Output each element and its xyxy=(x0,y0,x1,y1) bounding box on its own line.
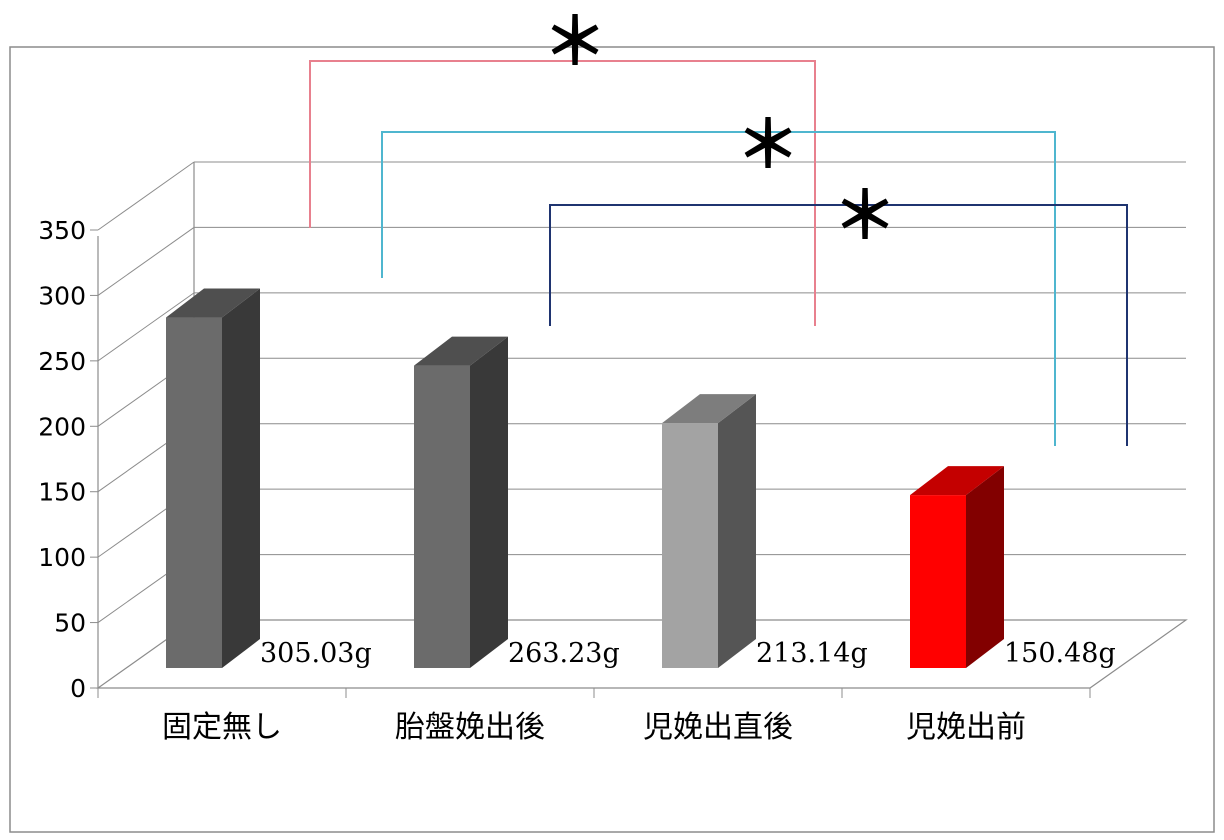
y-tick-label: 150 xyxy=(38,478,86,507)
category-label: 固定無し xyxy=(162,710,282,745)
data-labels: 305.03g 263.23g 213.14g 150.48g xyxy=(260,638,1116,669)
bar xyxy=(910,495,966,668)
bar-top xyxy=(414,336,508,366)
y-tick-label: 350 xyxy=(38,216,86,245)
y-tick-label: 0 xyxy=(70,674,86,703)
floor xyxy=(96,619,1188,689)
data-label: 263.23g xyxy=(508,638,620,669)
y-tick-label: 300 xyxy=(38,281,86,310)
category-label: 児娩出直後 xyxy=(643,710,793,745)
bar-side xyxy=(966,466,1004,668)
bar xyxy=(662,423,718,668)
bar-side xyxy=(222,288,260,668)
bar-side xyxy=(470,336,508,668)
category-label: 胎盤娩出後 xyxy=(395,710,545,745)
bars xyxy=(166,288,1004,668)
bar-top xyxy=(662,394,756,424)
significance-bracket xyxy=(549,204,1128,446)
bar-side xyxy=(718,394,756,668)
significance-star: ＊ xyxy=(736,109,800,183)
category-labels: 固定無し 胎盤娩出後 児娩出直後 児娩出前 xyxy=(162,710,1026,745)
significance-star: ＊ xyxy=(833,180,897,254)
bar-top xyxy=(910,466,1004,496)
bar xyxy=(166,317,222,668)
significance-star: ＊ xyxy=(543,6,607,80)
gridline-side xyxy=(97,292,195,362)
significance-brackets: ＊ ＊ ＊ xyxy=(309,6,1128,446)
y-tick-label: 100 xyxy=(38,543,86,572)
data-label: 213.14g xyxy=(756,638,868,669)
bar xyxy=(414,365,470,668)
data-label: 150.48g xyxy=(1004,638,1116,669)
category-label: 児娩出前 xyxy=(906,710,1026,745)
y-axis: 0 50 100 150 200 250 300 350 xyxy=(38,216,1091,703)
data-label: 305.03g xyxy=(260,638,372,669)
significance-bracket xyxy=(309,60,816,326)
bar-top xyxy=(166,288,260,318)
y-tick-label: 250 xyxy=(38,347,86,376)
significance-bracket xyxy=(381,131,1056,446)
gridline-side xyxy=(97,227,195,296)
gridline-side xyxy=(97,161,195,231)
y-tick-label: 50 xyxy=(54,609,86,638)
y-tick-label: 200 xyxy=(38,412,86,441)
